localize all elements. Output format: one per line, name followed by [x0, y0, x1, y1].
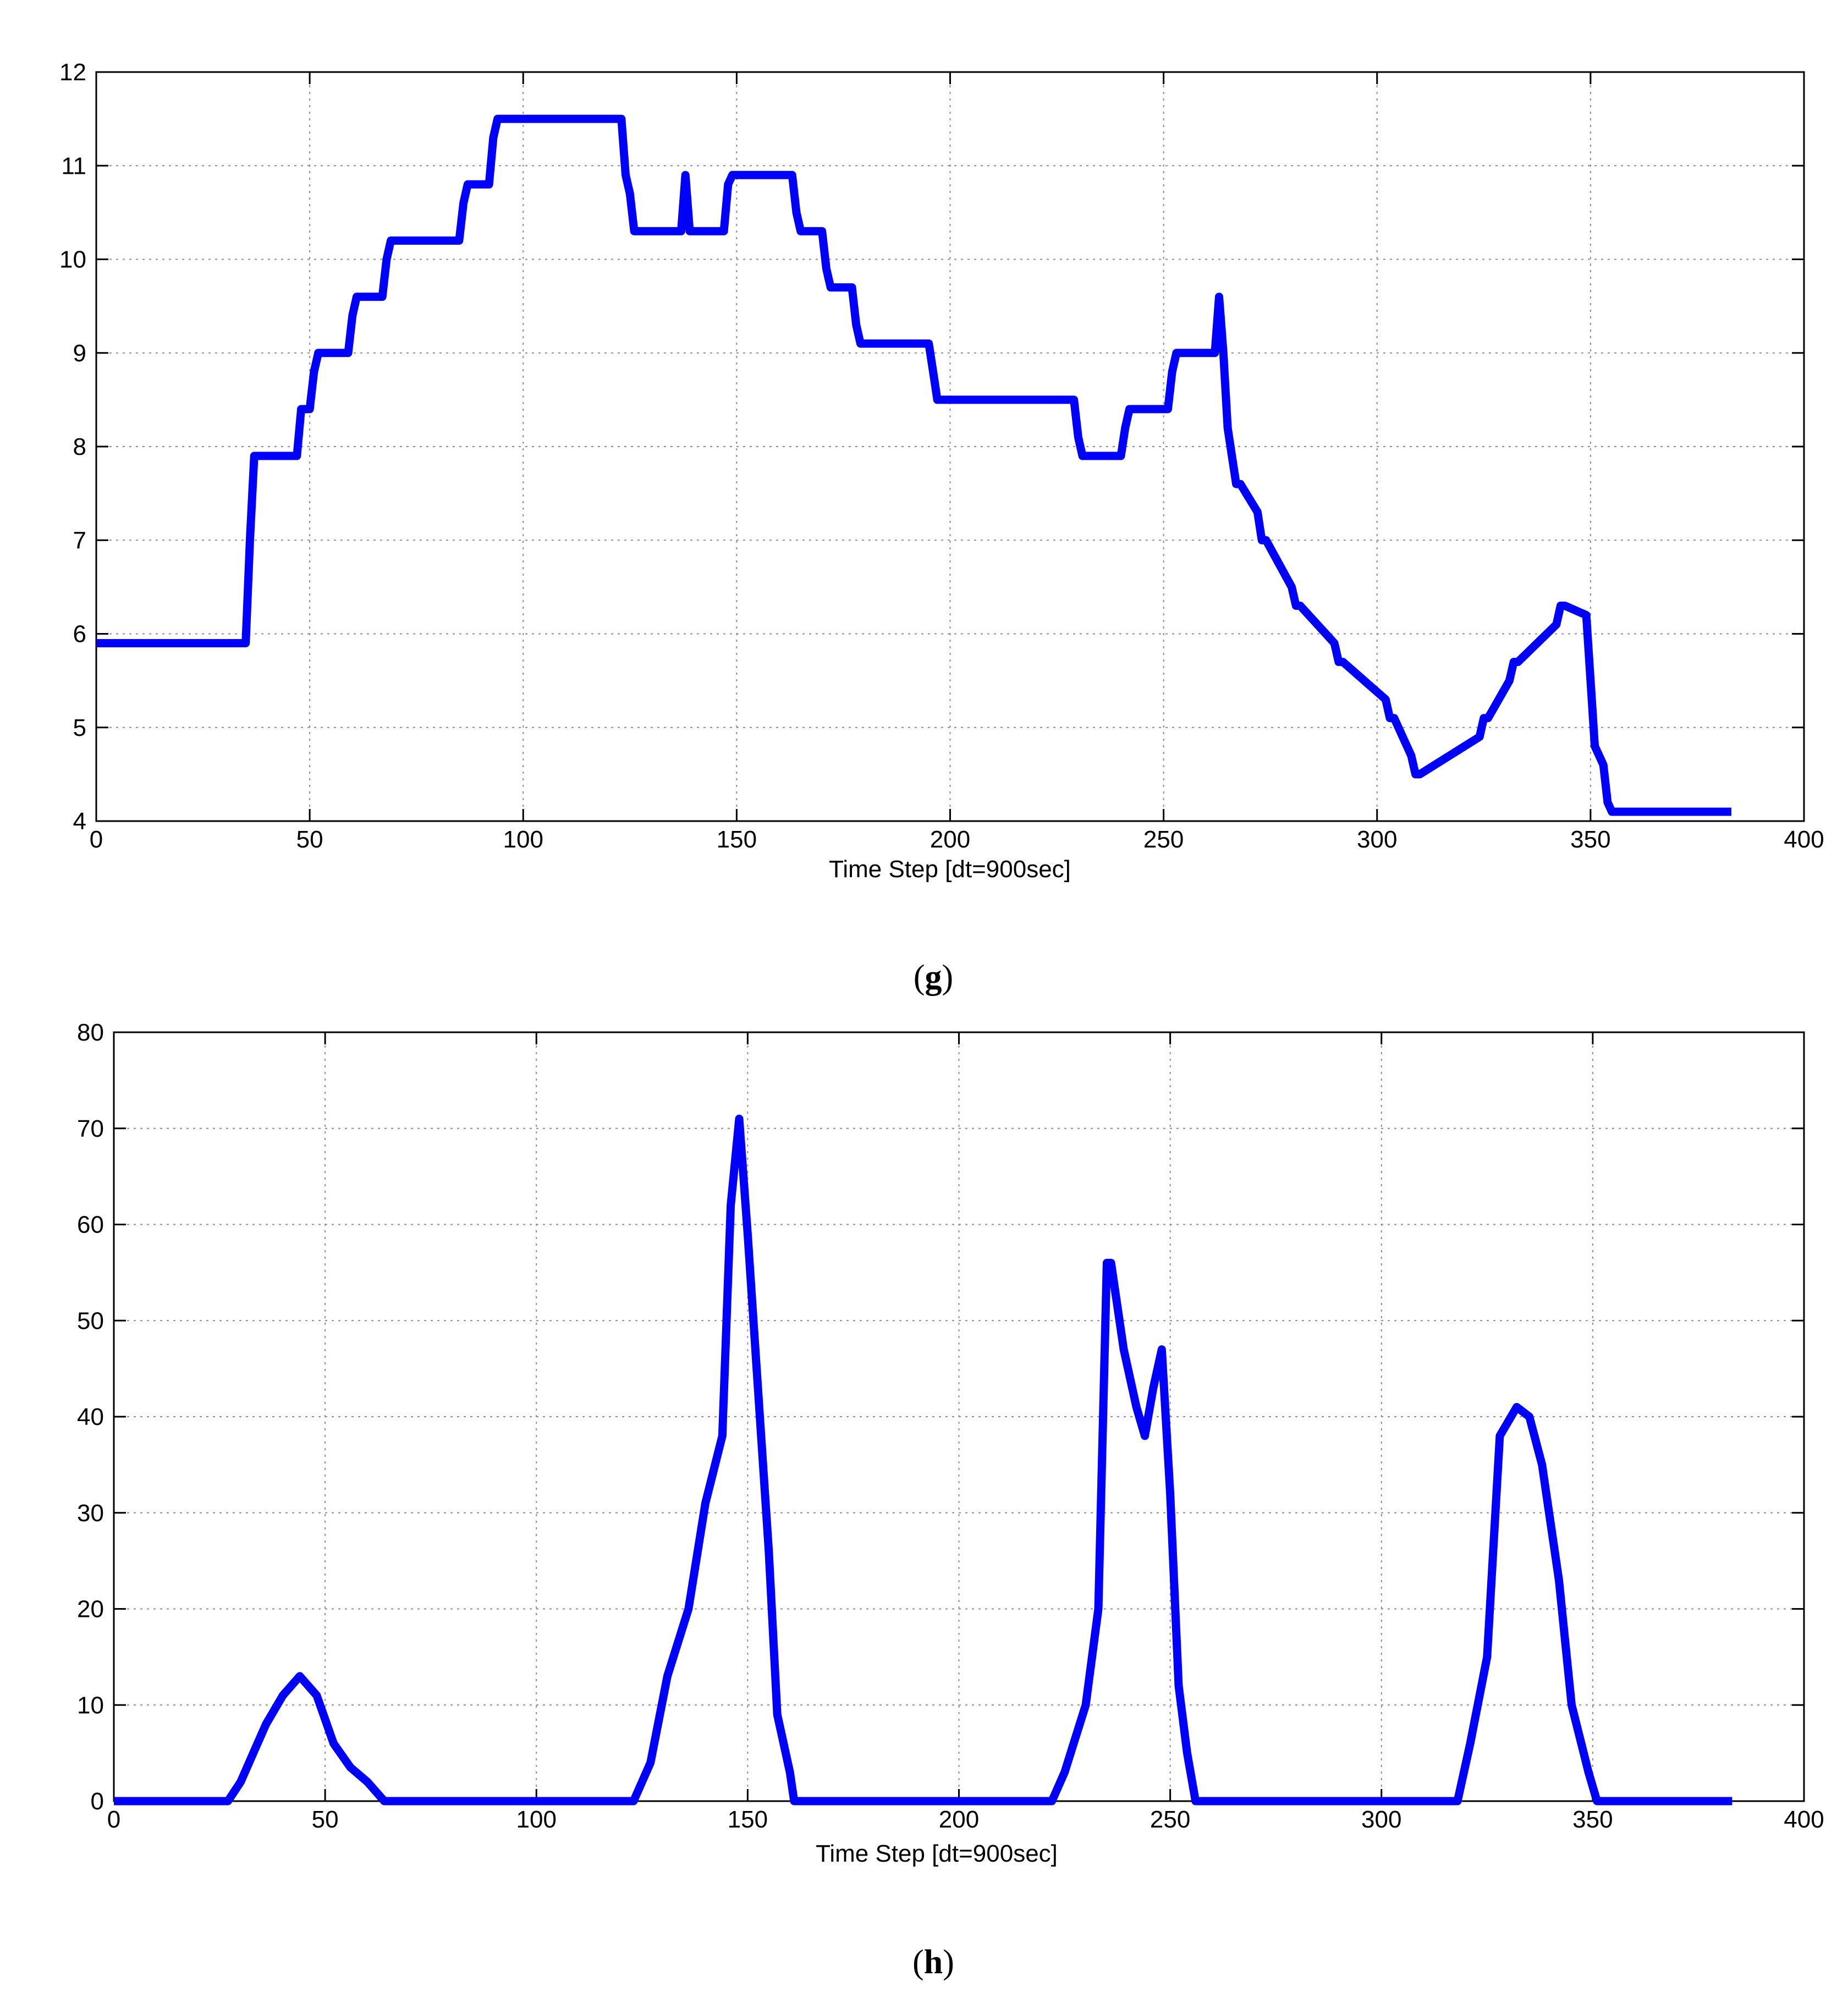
y-tick-label: 9 — [73, 340, 86, 367]
y-tick-label: 4 — [73, 808, 86, 835]
y-tick-label: 20 — [77, 1596, 104, 1623]
caption-h-letter: h — [924, 1944, 943, 1981]
y-tick-label: 80 — [77, 1019, 104, 1046]
x-tick-label: 0 — [107, 1806, 120, 1833]
caption-g: (g) — [914, 959, 953, 996]
y-tick-label: 8 — [73, 433, 86, 460]
y-tick-label: 40 — [77, 1403, 104, 1430]
chart-h-ticks: 0 50 100 150 200 250 300 350 400 0 10 20 30 40 50 60 70 8… — [77, 1019, 1824, 1833]
y-tick-label: 11 — [61, 152, 86, 179]
y-tick-label: 6 — [73, 621, 86, 648]
y-tick-label: 50 — [77, 1307, 104, 1334]
y-tick-label: 5 — [73, 714, 86, 741]
x-tick-label: 50 — [312, 1806, 339, 1833]
x-tick-label: 400 — [1784, 826, 1824, 853]
x-tick-label: 200 — [939, 1806, 979, 1833]
x-tick-label: 150 — [717, 826, 757, 853]
y-tick-label: 30 — [77, 1500, 104, 1527]
x-tick-label: 0 — [90, 826, 103, 853]
chart-g-x-axis-label: Time Step [dt=900sec] — [829, 856, 1071, 883]
x-tick-label: 400 — [1784, 1806, 1824, 1833]
x-tick-label: 100 — [516, 1806, 557, 1833]
x-tick-label: 250 — [1150, 1806, 1190, 1833]
x-tick-label: 150 — [728, 1806, 768, 1833]
chart-g-series — [96, 114, 1731, 816]
y-tick-label: 0 — [91, 1788, 104, 1815]
chart-g: 0 50 100 150 200 250 300 350 400 4 5 6 7 8 9 10 11 12 Tim… — [59, 59, 1824, 883]
chart-h-x-axis-label: Time Step [dt=900sec] — [816, 1840, 1058, 1867]
chart-g-grid — [96, 72, 1804, 821]
chart-h: 0 50 100 150 200 250 300 350 400 0 10 20 30 40 50 60 70 8… — [77, 1019, 1824, 1867]
x-tick-label: 50 — [296, 826, 323, 853]
series-line — [114, 1114, 1733, 1806]
chart-g-ticks: 0 50 100 150 200 250 300 350 400 4 5 6 7 8 9 10 11 12 — [59, 59, 1824, 853]
y-tick-label: 12 — [59, 59, 86, 86]
y-tick-label: 10 — [59, 246, 86, 273]
x-tick-label: 300 — [1361, 1806, 1401, 1833]
y-tick-label: 7 — [73, 527, 86, 554]
y-tick-label: 60 — [77, 1212, 104, 1239]
chart-h-grid — [114, 1032, 1804, 1801]
x-tick-label: 250 — [1143, 826, 1184, 853]
chart-h-series — [114, 1114, 1733, 1806]
x-tick-label: 100 — [503, 826, 543, 853]
y-tick-label: 70 — [77, 1115, 104, 1142]
x-tick-label: 200 — [930, 826, 970, 853]
series-line — [96, 114, 1731, 816]
x-tick-label: 300 — [1357, 826, 1397, 853]
x-tick-label: 350 — [1572, 1806, 1613, 1833]
x-tick-label: 350 — [1570, 826, 1610, 853]
y-tick-label: 10 — [77, 1692, 104, 1719]
caption-h: (h) — [912, 1944, 954, 1981]
caption-g-letter: g — [925, 959, 942, 996]
